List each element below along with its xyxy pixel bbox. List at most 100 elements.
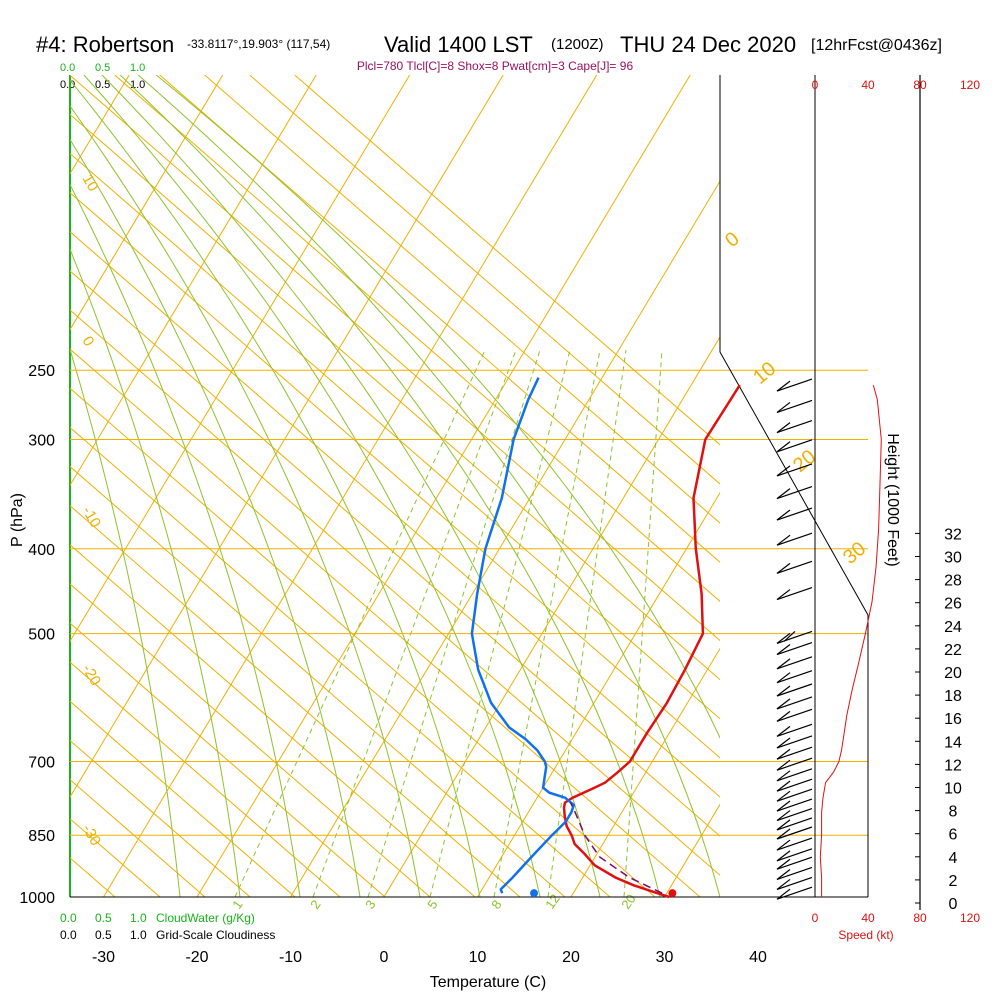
dry-adiabat-line [70,465,566,897]
mixing-ratio-line [367,349,541,897]
mixing-ratio-label-5: 12 [542,891,563,911]
wind-barb-staff [776,768,813,782]
wind-barb-staff [776,723,813,737]
dry-adiabat-line [70,231,720,798]
temperature-line [562,384,741,899]
wind-barb [776,757,813,771]
sounding-parameters: Plcl=780 Tlcl[C]=8 Shox=8 Pwat[cm]=3 Cap… [357,59,634,73]
wind-barb-staff [776,817,813,831]
wind-barb-flag [776,850,791,862]
dry-adiabat-line [70,152,720,720]
mixing-ratio-label-0: 1 [229,897,245,912]
wind-barb-flag [776,534,791,546]
wind-barb-flag [776,748,791,760]
isotherm-line [70,75,224,331]
dry-adiabat-line [70,113,720,681]
wind-barb-flag [776,878,791,890]
wind-barb-flag [776,810,791,822]
wind-barb-flag [776,759,791,771]
height-tick-2: 2 [949,873,958,890]
wind-barb-staff [776,757,813,771]
pressure-tick-500: 500 [28,627,55,644]
surface-dewpoint-marker [530,889,539,898]
cloudiness-scale-1: 0.5 [95,79,110,91]
wind-barb-flag [776,710,791,722]
wind-barb-flag [776,589,791,601]
height-tick-24: 24 [944,619,962,636]
wind-barb-staff [776,683,813,697]
wind-barb-staff [776,886,813,900]
data-layer [470,377,741,899]
wind-barb-flag [776,828,791,840]
wind-barb-staff [776,837,813,851]
mixing-ratio-line [429,349,571,897]
dry-adiabat-line [70,700,296,897]
wind-barb-staff [776,856,813,870]
moist-adiabat-line [70,347,181,897]
isotherm-label-left-3: -20 [79,662,105,689]
wind-barb [776,876,813,891]
wind-barb [776,808,813,822]
wind-barb-staff [776,826,813,840]
wind-barb-flag [776,441,791,453]
dry-adiabat-line [294,75,720,446]
dry-adiabat-line [70,309,720,876]
cloudiness-label: Grid-Scale Cloudiness [156,928,275,942]
dry-adiabat-line [70,622,386,897]
wind-barb [776,848,813,862]
wind-barb-staff [776,876,813,891]
mixing-ratio-label-6: 20 [618,891,639,911]
height-tick-8: 8 [949,804,958,821]
isotherm-line [103,75,598,897]
dry-adiabat-line [114,75,720,603]
wind-barb-staff [776,670,813,684]
wind-barb-flag [776,422,791,434]
wind-barb [776,708,813,722]
wind-barb-staff [776,788,813,802]
wind-barb [776,866,813,881]
mixing-ratio-label-1: 2 [307,897,323,912]
temp-tick-40: 40 [749,949,767,966]
wind-scale-bottom-0: 0 [812,911,819,925]
moist-adiabat-line [119,75,661,897]
mixing-ratio-line [312,349,517,897]
wind-barb [776,399,813,413]
wind-barb-staff [776,630,813,644]
moist-adiabat-line [101,75,601,897]
isotherm-label-left-1: 0 [79,334,98,350]
cloud-water-scale-0: 0.0 [60,62,75,74]
wind-barb [776,560,813,574]
cloudiness-scale-bottom-2: 1.0 [130,928,147,942]
height-tick-26: 26 [944,596,962,613]
wind-barb-flag [776,632,791,644]
pressure-tick-250: 250 [28,363,55,380]
dewpoint-line [470,377,576,894]
wind-barb [776,670,813,684]
pressure-tick-300: 300 [28,432,55,449]
wind-barb [776,778,813,792]
wind-barb-flag [776,790,791,802]
wind-scale-bottom-40: 40 [861,911,875,925]
wind-barb-flag [776,839,791,851]
mixing-ratio-line [547,349,627,897]
height-tick-10: 10 [944,781,962,798]
height-tick-4: 4 [949,850,958,867]
wind-barb-flag [776,672,791,684]
wind-scale-top-120: 120 [960,78,980,92]
wind-barb [776,826,813,840]
mixing-ratio-line [623,349,663,897]
temp-tick-10: 10 [469,949,487,966]
mixing-ratio-label-4: 8 [488,897,504,912]
height-axis-label: Height (1000 Feet) [884,433,901,566]
wind-barb-flag [783,630,796,642]
wind-barb-staff [776,708,813,722]
wind-barb-flag [776,737,791,749]
wind-scale-top-80: 80 [913,78,927,92]
moist-adiabat-line [70,247,241,897]
wind-barb [776,378,813,392]
wind-barb-flag [776,698,791,710]
isotherm-line [70,75,130,175]
dry-adiabat-line [70,818,161,897]
wind-barb [776,788,813,802]
